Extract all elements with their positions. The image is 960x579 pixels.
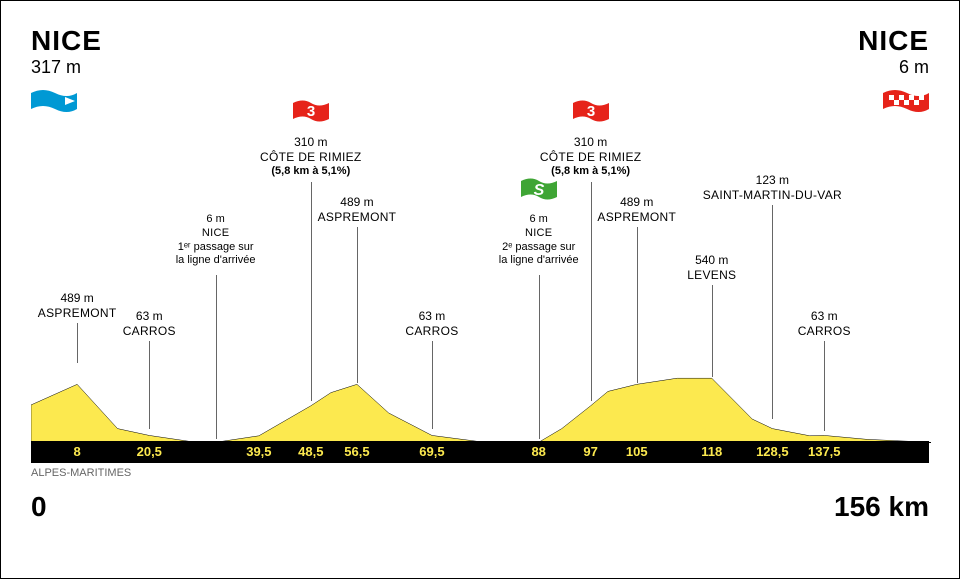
finish-elev: 6 m <box>858 57 929 78</box>
leader-line <box>591 182 592 401</box>
point-label: 310 mCôte de Rimiez(5,8 km à 5,1%) <box>260 135 362 179</box>
svg-text:3: 3 <box>307 103 315 120</box>
label-line: CARROS <box>123 324 176 339</box>
label-line: ASPREMONT <box>318 210 397 225</box>
point-label: 489 mASPREMONT <box>38 291 117 321</box>
km-marker: 118 <box>701 444 722 459</box>
km-marker: 56,5 <box>344 444 369 459</box>
label-line: SAINT-MARTIN-DU-VAR <box>703 188 842 203</box>
leader-line <box>77 323 78 363</box>
km-marker: 48,5 <box>298 444 323 459</box>
leader-line <box>311 182 312 401</box>
label-line: 123 m <box>703 173 842 188</box>
leader-line <box>357 227 358 383</box>
start-header: NICE 317 m <box>31 25 102 78</box>
finish-header: NICE 6 m <box>858 25 929 78</box>
point-label: 123 mSAINT-MARTIN-DU-VAR <box>703 173 842 203</box>
label-line: CARROS <box>405 324 458 339</box>
km-marker: 128,5 <box>756 444 789 459</box>
label-line: CARROS <box>798 324 851 339</box>
department-label: ALPES-MARITIMES <box>31 467 131 479</box>
leader-line <box>712 285 713 377</box>
total-km: 156 km <box>834 491 929 523</box>
label-line: Côte de Rimiez <box>540 150 642 165</box>
label-line: 63 m <box>405 309 458 324</box>
start-elev: 317 m <box>31 57 102 78</box>
label-line: 310 m <box>260 135 362 150</box>
start-flag-icon <box>31 89 79 121</box>
label-line: 6 m <box>176 213 256 227</box>
km-marker: 88 <box>531 444 545 459</box>
start-city: NICE <box>31 25 102 57</box>
km-marker: 39,5 <box>246 444 271 459</box>
svg-text:3: 3 <box>586 103 594 120</box>
point-label: 63 mCARROS <box>405 309 458 339</box>
label-line: (5,8 km à 5,1%) <box>540 165 642 179</box>
label-line: la ligne d'arrivée <box>176 254 256 268</box>
km-marker: 69,5 <box>419 444 444 459</box>
start-km: 0 <box>31 491 47 523</box>
km-marker: 20,5 <box>137 444 162 459</box>
label-line: 310 m <box>540 135 642 150</box>
label-line: 2ᵉ passage sur <box>499 241 579 255</box>
finish-city: NICE <box>858 25 929 57</box>
point-label: 540 mLEVENS <box>687 253 736 283</box>
label-line: NICE <box>499 227 579 241</box>
label-line: ASPREMONT <box>597 210 676 225</box>
label-line: LEVENS <box>687 268 736 283</box>
label-line: 63 m <box>798 309 851 324</box>
point-label: 6 mNICE2ᵉ passage surla ligne d'arrivée <box>499 213 579 268</box>
label-line: (5,8 km à 5,1%) <box>260 165 362 179</box>
category-flag-icon: 3 <box>571 99 611 127</box>
label-line: 6 m <box>499 213 579 227</box>
label-line: 489 m <box>318 195 397 210</box>
km-band: 8 20,5 39,5 48,5 56,5 69,5 88 97 105 118 128,5 137,… <box>31 441 929 463</box>
label-line: la ligne d'arrivée <box>499 254 579 268</box>
point-label: 489 mASPREMONT <box>597 195 676 225</box>
km-marker: 105 <box>626 444 648 459</box>
label-line: 1ᵉʳ passage sur <box>176 241 256 255</box>
sprint-flag-icon: S <box>519 177 559 205</box>
km-marker: 8 <box>74 444 81 459</box>
point-label: 6 mNICE1ᵉʳ passage surla ligne d'arrivée <box>176 213 256 268</box>
svg-text:S: S <box>533 182 544 199</box>
elevation-profile <box>31 371 931 443</box>
label-line: 63 m <box>123 309 176 324</box>
label-line: ASPREMONT <box>38 306 117 321</box>
label-line: 489 m <box>597 195 676 210</box>
label-line: 540 m <box>687 253 736 268</box>
point-label: 63 mCARROS <box>798 309 851 339</box>
point-label: 489 mASPREMONT <box>318 195 397 225</box>
finish-flag-icon <box>881 89 929 121</box>
km-marker: 137,5 <box>808 444 841 459</box>
label-line: NICE <box>176 227 256 241</box>
label-line: 489 m <box>38 291 117 306</box>
point-label: 63 mCARROS <box>123 309 176 339</box>
category-flag-icon: 3 <box>291 99 331 127</box>
label-line: Côte de Rimiez <box>260 150 362 165</box>
point-label: 310 mCôte de Rimiez(5,8 km à 5,1%) <box>540 135 642 179</box>
leader-line <box>637 227 638 383</box>
km-marker: 97 <box>583 444 597 459</box>
